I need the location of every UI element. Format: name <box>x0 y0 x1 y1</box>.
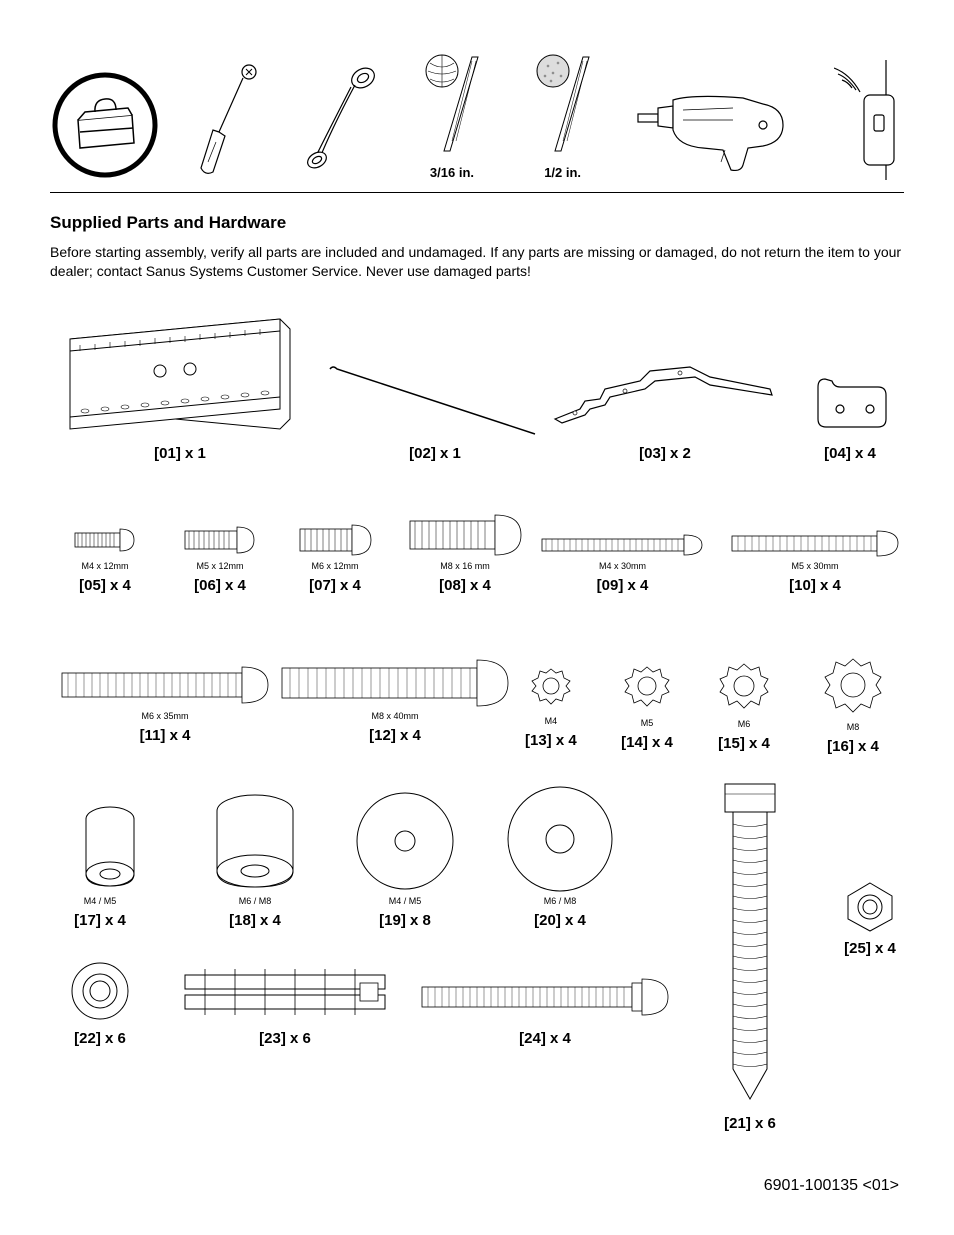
part-06-sub: M5 x 12mm <box>196 561 243 571</box>
part-04: [04] x 4 <box>810 369 890 462</box>
part-11-label: [11] x 4 <box>140 727 191 744</box>
part-15-sub: M6 <box>738 719 751 729</box>
power-drill-icon <box>633 50 803 180</box>
tools-required-row: 3/16 in. 1/2 in. <box>50 50 904 193</box>
part-23-label: [23] x 6 <box>259 1030 311 1047</box>
part-05: M4 x 12mm [05] x 4 <box>70 519 140 594</box>
part-13-sub: M4 <box>545 716 558 726</box>
part-07-sub: M6 x 12mm <box>311 561 358 571</box>
part-18: M6 / M8 [18] x 4 <box>200 789 310 929</box>
part-12: M8 x 40mm [12] x 4 <box>280 654 510 744</box>
part-16-sub: M8 <box>847 722 860 732</box>
part-19: M4 / M5 [19] x 8 <box>350 789 460 929</box>
drill-bit-wood-icon: 3/16 in. <box>412 50 492 180</box>
part-23: [23] x 6 <box>180 959 390 1047</box>
part-07: M6 x 12mm [07] x 4 <box>295 519 375 594</box>
part-20-label: [20] x 4 <box>534 912 586 929</box>
part-08-sub: M8 x 16 mm <box>440 561 490 571</box>
part-10-label: [10] x 4 <box>789 577 841 594</box>
part-17: M4 / M5 [17] x 4 <box>60 799 140 929</box>
parts-diagram-area: [01] x 1 [02] x 1 [03] x 2 <box>50 309 904 1139</box>
part-01-label: [01] x 1 <box>154 445 206 462</box>
part-04-label: [04] x 4 <box>824 445 876 462</box>
section-title: Supplied Parts and Hardware <box>50 213 904 233</box>
part-08-label: [08] x 4 <box>439 577 491 594</box>
part-12-sub: M8 x 40mm <box>371 711 418 721</box>
part-25: [25] x 4 <box>840 879 900 957</box>
part-06-label: [06] x 4 <box>194 577 246 594</box>
drill-bit-1-label: 3/16 in. <box>430 165 474 180</box>
toolbox-icon <box>50 50 160 180</box>
part-09-sub: M4 x 30mm <box>599 561 646 571</box>
part-18-label: [18] x 4 <box>229 912 281 929</box>
wrench-icon <box>301 50 381 180</box>
part-17-sub: M4 / M5 <box>84 896 117 906</box>
part-02: [02] x 1 <box>325 349 545 462</box>
part-24-label: [24] x 4 <box>519 1030 571 1047</box>
part-17-label: [17] x 4 <box>74 912 126 929</box>
part-05-sub: M4 x 12mm <box>81 561 128 571</box>
part-22-label: [22] x 6 <box>74 1030 126 1047</box>
part-14-label: [14] x 4 <box>621 734 673 751</box>
part-20-sub: M6 / M8 <box>544 896 577 906</box>
part-03: [03] x 2 <box>550 359 780 462</box>
drill-bit-masonry-icon: 1/2 in. <box>523 50 603 180</box>
part-10-sub: M5 x 30mm <box>791 561 838 571</box>
part-18-sub: M6 / M8 <box>239 896 272 906</box>
part-14-sub: M5 <box>641 718 654 728</box>
document-id: 6901-100135 <01> <box>764 1177 899 1195</box>
part-14: M5 [14] x 4 <box>620 662 674 751</box>
part-11: M6 x 35mm [11] x 4 <box>60 659 270 744</box>
part-25-label: [25] x 4 <box>844 940 896 957</box>
part-19-sub: M4 / M5 <box>389 896 422 906</box>
part-05-label: [05] x 4 <box>79 577 131 594</box>
part-21-label: [21] x 6 <box>724 1115 776 1132</box>
part-08: M8 x 16 mm [08] x 4 <box>405 509 525 594</box>
stud-finder-icon <box>834 50 904 180</box>
intro-paragraph: Before starting assembly, verify all par… <box>50 243 904 281</box>
part-09: M4 x 30mm [09] x 4 <box>540 529 705 594</box>
part-24: [24] x 4 <box>420 969 670 1047</box>
drill-bit-2-label: 1/2 in. <box>544 165 581 180</box>
part-13: M4 [13] x 4 <box>525 664 577 749</box>
part-07-label: [07] x 4 <box>309 577 361 594</box>
part-20: M6 / M8 [20] x 4 <box>500 784 620 929</box>
part-19-label: [19] x 8 <box>379 912 431 929</box>
part-16-label: [16] x 4 <box>827 738 879 755</box>
screwdriver-icon <box>191 50 271 180</box>
part-06: M5 x 12mm [06] x 4 <box>180 519 260 594</box>
part-16: M8 [16] x 4 <box>820 654 886 755</box>
part-11-sub: M6 x 35mm <box>141 711 188 721</box>
part-22: [22] x 6 <box>65 959 135 1047</box>
part-12-label: [12] x 4 <box>369 727 421 744</box>
part-21: [21] x 6 <box>705 779 795 1132</box>
part-13-label: [13] x 4 <box>525 732 577 749</box>
part-10: M5 x 30mm [10] x 4 <box>730 527 900 594</box>
part-15: M6 [15] x 4 <box>715 659 773 752</box>
part-02-label: [02] x 1 <box>409 445 461 462</box>
part-09-label: [09] x 4 <box>597 577 649 594</box>
part-01: [01] x 1 <box>60 309 300 462</box>
part-15-label: [15] x 4 <box>718 735 770 752</box>
part-03-label: [03] x 2 <box>639 445 691 462</box>
